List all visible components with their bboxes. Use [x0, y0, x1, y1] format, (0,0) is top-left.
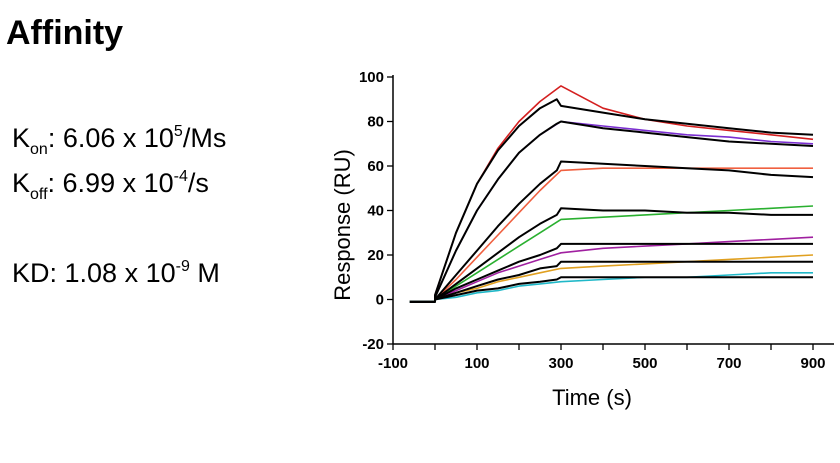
- koff-value: Koff: 6.99 x 10-4/s: [12, 168, 209, 203]
- x-tick-label: 100: [464, 355, 489, 372]
- series-line-2-measured: [409, 120, 814, 303]
- series-line-11-fit: [409, 260, 813, 303]
- x-tick-label: 300: [548, 355, 573, 372]
- series-line-9-fit: [409, 242, 813, 303]
- kd-mantissa: 1.08 x 10: [64, 258, 176, 288]
- page-title: Affinity: [6, 14, 124, 52]
- koff-mantissa: 6.99 x 10: [62, 168, 174, 198]
- series-line-5-fit: [409, 160, 814, 303]
- y-tick-label: 40: [367, 203, 384, 220]
- kon-value: Kon: 6.06 x 105/Ms: [12, 123, 227, 158]
- koff-exponent: -4: [173, 168, 188, 185]
- chart-axes: -20 0 20 40 60 80 100 -100 100 300 500 700 900: [359, 69, 834, 372]
- y-axis-label: Response (RU): [330, 149, 355, 301]
- y-tick-label: 80: [367, 114, 384, 131]
- x-tick-label: 900: [800, 355, 825, 372]
- x-axis-label: Time (s): [552, 385, 632, 410]
- kd-value: KD: 1.08 x 10-9 M: [12, 258, 220, 288]
- kd-exponent: -9: [175, 258, 190, 275]
- series-line-1-fit: [409, 98, 814, 303]
- y-tick-label: 100: [359, 69, 384, 86]
- series-line-3-fit: [409, 120, 814, 303]
- y-tick-label: 20: [367, 247, 384, 264]
- y-tick-label: 0: [376, 292, 384, 309]
- kon-symbol: K: [12, 123, 31, 153]
- x-tick-label: 700: [716, 355, 741, 372]
- kon-exponent: 5: [173, 123, 183, 140]
- x-tick-label: 500: [632, 355, 657, 372]
- y-tick-label: 60: [367, 158, 384, 175]
- kd-unit: M: [189, 258, 220, 288]
- chart-series: [409, 85, 814, 303]
- series-line-7-fit: [409, 207, 813, 303]
- kd-label: KD:: [12, 258, 65, 288]
- kon-separator: :: [47, 123, 63, 153]
- koff-subscript: off: [30, 186, 48, 203]
- y-tick-label: -20: [362, 336, 384, 353]
- series-line-0-measured: [409, 85, 814, 303]
- koff-unit: /s: [187, 168, 209, 198]
- series-line-13-fit: [409, 276, 813, 303]
- kon-subscript: on: [30, 141, 48, 158]
- koff-symbol: K: [12, 168, 31, 198]
- kon-mantissa: 6.06 x 10: [62, 123, 174, 153]
- koff-separator: :: [47, 168, 63, 198]
- kon-unit: /Ms: [182, 123, 227, 153]
- x-tick-label: -100: [378, 355, 408, 372]
